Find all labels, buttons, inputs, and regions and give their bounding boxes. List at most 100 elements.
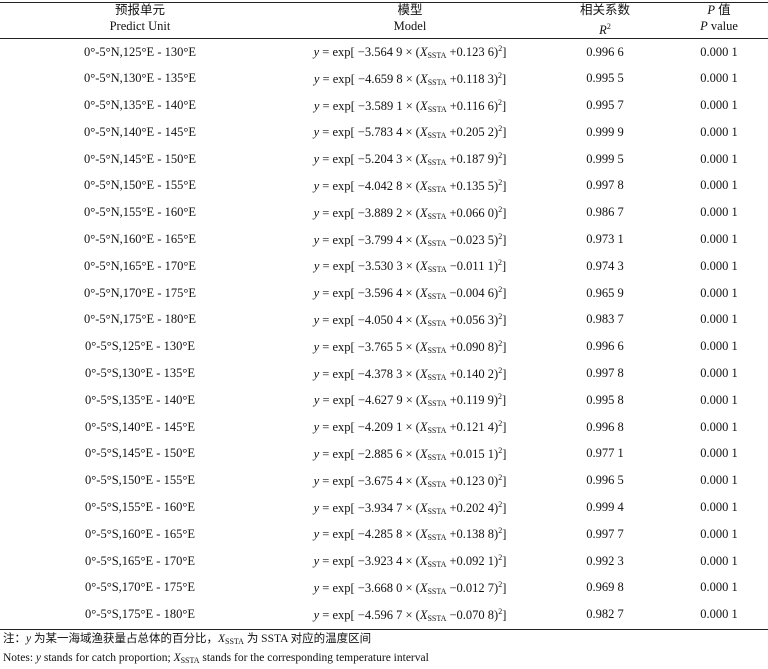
text-piece: SSTA bbox=[427, 533, 447, 543]
text-piece: SSTA bbox=[427, 211, 447, 221]
p-value-cell: 0.000 1 bbox=[700, 285, 738, 300]
text-piece: ] bbox=[502, 205, 507, 220]
model-cell: y = exp[ −3.934 7 × (XSSTA +0.202 4)2] bbox=[280, 495, 540, 522]
text-piece: value bbox=[707, 18, 738, 33]
text-piece: 2 bbox=[498, 204, 503, 214]
text-piece: 2 bbox=[498, 44, 503, 53]
table-row: 0°-5°S,170°E - 175°E y = exp[ −3.668 0 × … bbox=[0, 575, 768, 602]
text-piece: X bbox=[419, 232, 428, 247]
text-piece: y bbox=[313, 98, 320, 113]
text-piece: y bbox=[313, 232, 320, 247]
header-line: Predict Unit bbox=[109, 18, 171, 33]
table-body: 0°-5°N,125°E - 130°E y = exp[ −3.564 9 × … bbox=[0, 39, 768, 630]
p-value-cell: 0.000 1 bbox=[700, 312, 738, 327]
p-value-cell: 0.000 1 bbox=[700, 500, 738, 515]
text-piece: = exp[ −4.050 4 × ( bbox=[319, 312, 420, 327]
r2-cell: 0.974 3 bbox=[586, 258, 624, 273]
text-piece: X bbox=[419, 45, 428, 59]
text-piece: −0.012 7) bbox=[446, 580, 499, 595]
text-piece: 2 bbox=[497, 392, 502, 402]
text-piece: SSTA bbox=[427, 586, 447, 596]
model-cell: y = exp[ −4.596 7 × (XSSTA −0.070 8)2] bbox=[280, 602, 540, 629]
text-piece: = exp[ −4.378 3 × ( bbox=[319, 366, 420, 381]
text-piece: = exp[ −5.783 4 × ( bbox=[319, 125, 420, 140]
r2-cell: 0.999 5 bbox=[586, 151, 624, 166]
text-piece: 2 bbox=[498, 231, 503, 241]
text-piece: 2 bbox=[498, 285, 503, 295]
text-piece: 2 bbox=[497, 70, 502, 80]
header-line: P value bbox=[700, 19, 738, 33]
p-value-cell: 0.000 1 bbox=[700, 473, 738, 488]
text-piece: y bbox=[313, 500, 320, 515]
text-piece: X bbox=[217, 632, 226, 645]
text-piece: = exp[ −3.596 4 × ( bbox=[319, 286, 420, 301]
text-piece: −0.011 1) bbox=[446, 259, 498, 274]
text-piece: ] bbox=[502, 339, 507, 354]
text-piece: X bbox=[419, 339, 428, 354]
text-piece: = exp[ −3.934 7 × ( bbox=[319, 500, 420, 515]
text-piece: 2 bbox=[498, 151, 503, 161]
text-piece: ] bbox=[501, 71, 507, 86]
table-row: 0°-5°N,135°E - 140°E y = exp[ −3.589 1 × … bbox=[0, 93, 768, 120]
text-piece: +0.140 2) bbox=[446, 366, 499, 381]
text-piece: = exp[ −3.564 9 × ( bbox=[319, 45, 420, 59]
header-line: 模型 bbox=[397, 3, 423, 17]
text-piece: 2 bbox=[498, 472, 503, 482]
table-row: 0°-5°N,150°E - 155°E y = exp[ −4.042 8 × … bbox=[0, 173, 768, 200]
text-piece: y bbox=[313, 420, 320, 435]
r2-cell: 0.996 8 bbox=[586, 419, 624, 434]
column-header: 模型 Model bbox=[280, 3, 540, 39]
text-piece: X bbox=[419, 178, 428, 193]
text-piece: ] bbox=[502, 125, 507, 140]
text-piece: +0.205 2) bbox=[446, 125, 499, 140]
text-piece: SSTA bbox=[427, 345, 447, 355]
text-piece: stands for catch proportion; bbox=[41, 651, 174, 664]
r2-cell: 0.995 5 bbox=[586, 71, 624, 86]
model-cell: y = exp[ −5.783 4 × (XSSTA +0.205 2)2] bbox=[280, 119, 540, 146]
text-piece: SSTA bbox=[427, 399, 447, 409]
text-piece: = exp[ −3.889 2 × ( bbox=[319, 205, 420, 220]
text-piece: SSTA bbox=[427, 372, 447, 382]
model-cell: y = exp[ −2.885 6 × (XSSTA +0.015 1)2] bbox=[280, 441, 540, 468]
text-piece: y bbox=[313, 312, 320, 327]
r2-cell: 0.996 5 bbox=[586, 473, 624, 488]
text-piece: X bbox=[420, 259, 428, 274]
p-value-cell: 0.000 1 bbox=[700, 607, 738, 622]
model-cell: y = exp[ −3.668 0 × (XSSTA −0.012 7)2] bbox=[280, 575, 540, 602]
text-piece: y bbox=[313, 178, 320, 193]
header-line: R2 bbox=[599, 22, 611, 37]
r2-cell: 0.973 1 bbox=[586, 232, 624, 247]
unit-cell: 0°-5°N,130°E - 135°E bbox=[84, 71, 196, 86]
unit-cell: 0°-5°N,165°E - 170°E bbox=[84, 258, 196, 273]
table-row: 0°-5°N,155°E - 160°E y = exp[ −3.889 2 × … bbox=[0, 200, 768, 227]
text-piece: SSTA bbox=[427, 238, 447, 248]
table-row: 0°-5°N,145°E - 150°E y = exp[ −5.204 3 × … bbox=[0, 146, 768, 173]
header-line: 相关系数 bbox=[579, 3, 630, 17]
model-cell: y = exp[ −4.209 1 × (XSSTA +0.121 4)2] bbox=[280, 414, 540, 441]
text-piece: SSTA bbox=[427, 104, 447, 114]
text-piece: y bbox=[313, 45, 320, 59]
model-cell: y = exp[ −4.378 3 × (XSSTA +0.140 2)2] bbox=[280, 361, 540, 388]
text-piece: X bbox=[419, 312, 428, 327]
text-piece: ] bbox=[502, 312, 507, 327]
table-row: 0°-5°S,155°E - 160°E y = exp[ −3.934 7 × … bbox=[0, 495, 768, 522]
text-piece: ] bbox=[502, 45, 507, 59]
text-piece: X bbox=[419, 420, 428, 435]
text-piece: ] bbox=[502, 152, 507, 167]
text-piece: SSTA bbox=[427, 506, 447, 516]
unit-cell: 0°-5°S,145°E - 150°E bbox=[85, 446, 195, 461]
table-row: 0°-5°N,130°E - 135°E y = exp[ −4.659 8 × … bbox=[0, 66, 768, 93]
p-value-cell: 0.000 1 bbox=[700, 98, 738, 113]
unit-cell: 0°-5°S,135°E - 140°E bbox=[85, 392, 195, 407]
text-piece: 2 bbox=[498, 499, 503, 509]
text-piece: SSTA bbox=[427, 292, 447, 302]
r2-cell: 0.969 8 bbox=[586, 580, 624, 595]
text-piece: = exp[ −4.627 9 × ( bbox=[319, 393, 421, 408]
text-piece: ] bbox=[502, 580, 507, 595]
r2-cell: 0.999 9 bbox=[586, 124, 624, 139]
text-piece: y bbox=[313, 205, 320, 220]
text-piece: +0.123 6) bbox=[446, 45, 499, 59]
text-piece: y bbox=[313, 152, 320, 167]
